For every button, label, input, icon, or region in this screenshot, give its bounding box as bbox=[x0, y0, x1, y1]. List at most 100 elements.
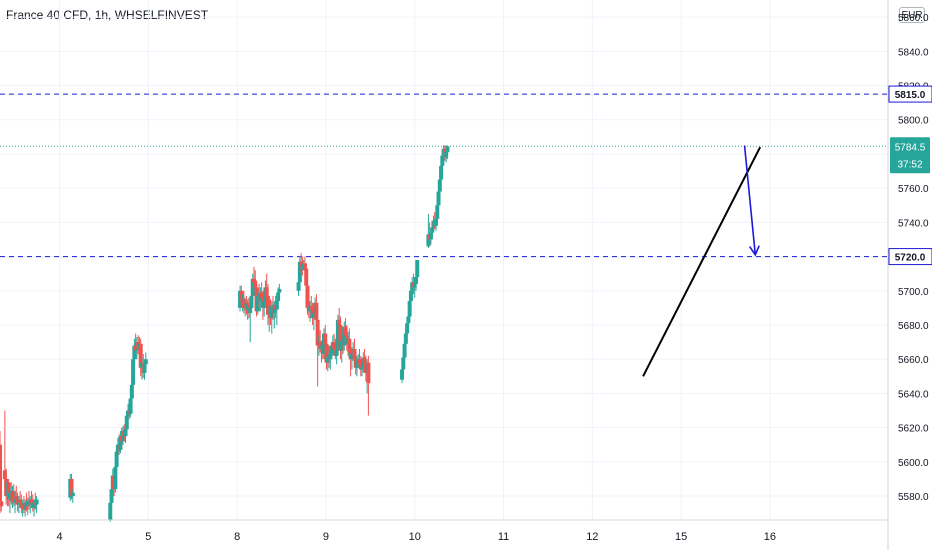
y-tick-label: 5760.0 bbox=[898, 184, 929, 195]
level-price-label-box bbox=[888, 248, 932, 266]
candle-body bbox=[332, 342, 337, 349]
candle-body bbox=[131, 359, 136, 385]
candle-body bbox=[264, 287, 269, 296]
drawings bbox=[642, 145, 762, 377]
level-price-label: 5720.0 bbox=[895, 253, 926, 264]
candle-body bbox=[407, 301, 412, 317]
candle-body bbox=[138, 343, 143, 368]
candle-body bbox=[406, 316, 411, 324]
candle-body bbox=[124, 415, 129, 430]
candle-body bbox=[128, 398, 133, 414]
candle-body bbox=[358, 364, 363, 370]
candle-body bbox=[405, 323, 410, 334]
candle-body bbox=[437, 179, 442, 192]
y-tick-label: 5620.0 bbox=[898, 424, 929, 435]
candle-body bbox=[412, 283, 417, 288]
candle-body bbox=[265, 295, 270, 315]
candle-body bbox=[435, 205, 440, 219]
candle-body bbox=[309, 306, 314, 310]
candle-body bbox=[302, 263, 307, 269]
candle-body bbox=[440, 155, 445, 166]
candle-body bbox=[439, 165, 444, 180]
candle-body bbox=[34, 499, 39, 505]
bar-countdown-label: 37:52 bbox=[897, 159, 922, 170]
candle-body bbox=[123, 429, 128, 437]
candle-body bbox=[2, 470, 7, 479]
candle-body bbox=[433, 218, 438, 226]
candle-body bbox=[402, 343, 407, 358]
candle-body bbox=[305, 285, 310, 308]
candle-body bbox=[113, 466, 118, 490]
candle-body bbox=[362, 357, 367, 363]
candle-body bbox=[335, 319, 340, 351]
chart-title: France 40 CFD, 1h, WHSELFINVEST bbox=[6, 8, 209, 22]
candle-body bbox=[328, 354, 333, 360]
x-tick-label: 10 bbox=[409, 531, 421, 543]
candle-body bbox=[352, 348, 357, 360]
candle-body bbox=[143, 359, 148, 365]
candle-body bbox=[29, 499, 34, 503]
y-tick-label: 5840.0 bbox=[898, 47, 929, 58]
candle-body bbox=[0, 444, 2, 502]
candle-body bbox=[315, 319, 320, 346]
trend-line bbox=[642, 146, 762, 377]
candle-body bbox=[342, 326, 347, 346]
y-tick-label: 5580.0 bbox=[898, 492, 929, 503]
candle-body bbox=[14, 496, 19, 500]
candle-body bbox=[253, 282, 258, 288]
x-tick-label: 4 bbox=[56, 531, 62, 543]
candle-body bbox=[360, 367, 365, 370]
candle-body bbox=[324, 343, 329, 363]
candle-body bbox=[354, 362, 359, 368]
candle-body bbox=[415, 260, 420, 278]
candle-body bbox=[444, 152, 449, 158]
candle-body bbox=[274, 301, 279, 310]
candle-body bbox=[343, 326, 348, 336]
candle-body bbox=[118, 436, 123, 450]
candle-body bbox=[357, 359, 362, 365]
candle-body bbox=[334, 350, 339, 356]
levels bbox=[0, 93, 888, 258]
candle-body bbox=[70, 492, 75, 497]
x-tick-label: 12 bbox=[586, 531, 598, 543]
candle-body bbox=[18, 499, 23, 503]
candle-body bbox=[255, 295, 260, 312]
x-tick-label: 5 bbox=[145, 531, 151, 543]
candle-body bbox=[250, 278, 255, 296]
y-tick-label: 5860.0 bbox=[898, 13, 929, 24]
y-tick-label: 5680.0 bbox=[898, 321, 929, 332]
level-price-label: 5815.0 bbox=[895, 90, 926, 101]
candle-body bbox=[248, 307, 253, 314]
currency-button[interactable]: EUR bbox=[899, 7, 925, 23]
x-tick-label: 9 bbox=[323, 531, 329, 543]
candle-body bbox=[252, 278, 257, 283]
candle-body bbox=[413, 277, 418, 284]
candle-body bbox=[428, 232, 433, 240]
candle-body bbox=[436, 191, 441, 206]
candle-body bbox=[142, 364, 147, 373]
candle-body bbox=[114, 451, 119, 467]
y-tick-label: 5600.0 bbox=[898, 458, 929, 469]
candle-body bbox=[259, 292, 264, 298]
y-tick-label: 5740.0 bbox=[898, 218, 929, 229]
y-tick-label: 5640.0 bbox=[898, 389, 929, 400]
candle-body bbox=[430, 227, 435, 233]
candle-body bbox=[325, 357, 330, 363]
candle-body bbox=[366, 362, 371, 384]
candle-body bbox=[109, 489, 114, 503]
candle-body bbox=[401, 357, 406, 370]
candle-body bbox=[426, 234, 431, 247]
candle-body bbox=[400, 369, 405, 380]
candles bbox=[0, 145, 450, 522]
x-tick-label: 11 bbox=[498, 531, 509, 543]
candle-body bbox=[69, 478, 74, 497]
y-tick-label: 5800.0 bbox=[898, 116, 929, 127]
candle-body bbox=[0, 501, 4, 507]
candle-body bbox=[296, 282, 301, 291]
candle-body bbox=[323, 333, 328, 344]
candle-body bbox=[6, 482, 11, 500]
last-price-label: 5784.5 bbox=[895, 142, 926, 153]
candle-body bbox=[297, 261, 302, 283]
candle-body bbox=[337, 319, 342, 325]
